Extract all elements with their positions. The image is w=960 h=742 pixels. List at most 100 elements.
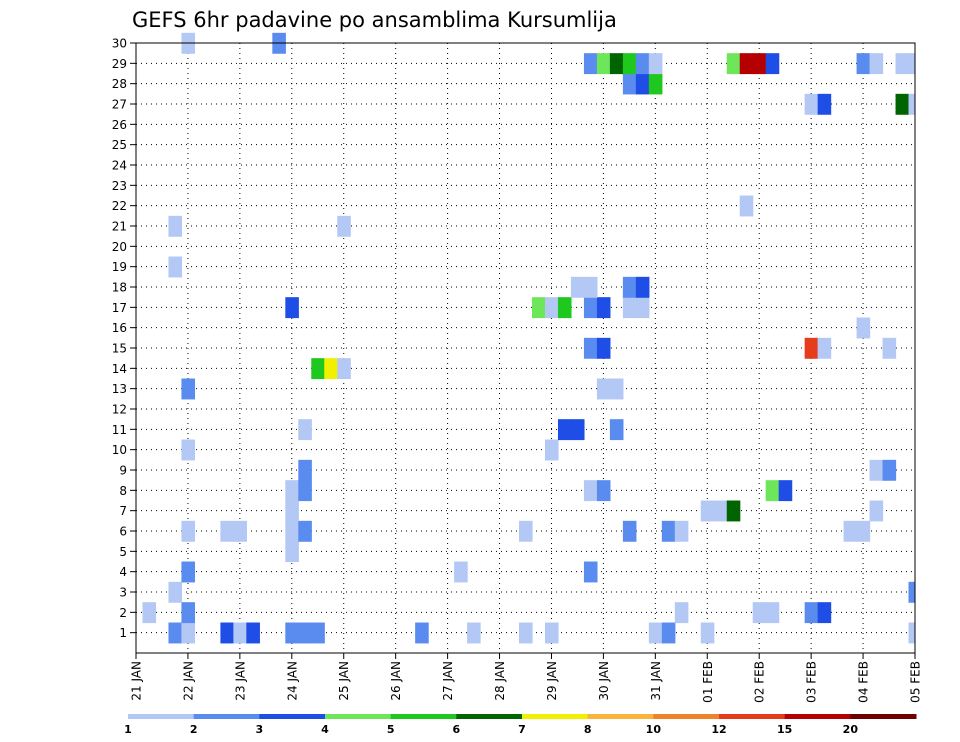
x-tick-label: 28 JAN	[493, 661, 507, 701]
y-tick-label: 6	[119, 525, 127, 539]
heatmap-cell	[415, 622, 429, 644]
heatmap-cell	[570, 419, 585, 441]
y-tick-label: 29	[112, 57, 127, 71]
heatmap-cell	[596, 480, 611, 502]
grid-lines	[136, 42, 916, 653]
heatmap-cell	[285, 541, 299, 563]
heatmap-cell	[596, 337, 611, 359]
heatmap-cell	[817, 337, 832, 359]
heatmap-cell	[583, 561, 598, 583]
heatmap-cell	[168, 215, 183, 237]
heatmap-cell	[220, 622, 234, 644]
heatmap-cell	[622, 297, 637, 319]
y-tick-label: 18	[112, 281, 127, 295]
heatmap-cell	[233, 622, 247, 644]
heatmap-cell	[856, 53, 871, 75]
heatmap-cell	[908, 622, 915, 644]
heatmap-cell	[544, 297, 559, 319]
heatmap-cell	[869, 53, 884, 75]
y-tick-label: 30	[112, 37, 127, 51]
heatmap-cell	[285, 480, 299, 502]
plot-frame	[135, 42, 916, 654]
heatmap-cell	[181, 378, 196, 400]
x-tick-label: 24 JAN	[285, 661, 299, 701]
colorbar-swatch	[128, 714, 195, 719]
heatmap-cell	[661, 520, 676, 542]
heatmap-cell	[181, 520, 196, 542]
colorbar-tick-label: 8	[584, 723, 592, 736]
y-tick-label: 5	[119, 545, 127, 559]
colorbar-tick-label: 4	[321, 723, 329, 736]
colorbar-swatch	[587, 714, 654, 719]
heatmap-cell	[168, 622, 183, 644]
heatmap-cell	[298, 419, 312, 441]
heatmap-cell	[661, 622, 676, 644]
heatmap-cell	[765, 480, 780, 502]
y-tick-label: 8	[119, 484, 127, 498]
heatmap-cell	[544, 439, 559, 461]
y-tick-label: 25	[112, 138, 127, 152]
y-tick-label: 23	[112, 179, 127, 193]
y-axis: 1234567891011121314151617181920212223242…	[112, 37, 136, 640]
y-tick-label: 3	[119, 586, 127, 600]
y-tick-label: 26	[112, 118, 127, 132]
heatmap-cell	[869, 459, 884, 481]
heatmap-cell	[454, 561, 468, 583]
heatmap-cell	[181, 622, 196, 644]
heatmap-cell	[856, 317, 871, 339]
heatmap-cell	[635, 73, 650, 95]
heatmap-cell	[583, 297, 598, 319]
heatmap-cell	[609, 419, 624, 441]
heatmap-cell	[181, 602, 196, 624]
colorbar-swatch	[259, 714, 326, 719]
colorbar-swatch	[719, 714, 786, 719]
colorbar-swatch	[456, 714, 523, 719]
heatmap-cell	[882, 459, 897, 481]
colorbar-swatch	[390, 714, 457, 719]
y-tick-label: 12	[112, 403, 127, 417]
heatmap-cell	[908, 581, 915, 603]
colorbar-swatch	[784, 714, 851, 719]
heatmap-cell	[596, 378, 611, 400]
heatmap-cell	[752, 602, 767, 624]
heatmap-cell	[596, 53, 611, 75]
heatmap-cell	[635, 53, 650, 75]
colorbar-swatch	[522, 714, 589, 719]
heatmap-cell	[648, 622, 663, 644]
heatmap-cell	[817, 602, 832, 624]
heatmap-cell	[557, 297, 572, 319]
heatmap-cell	[726, 500, 741, 522]
y-tick-label: 16	[112, 321, 127, 335]
heatmap-cell	[908, 93, 915, 115]
heatmap-cell	[467, 622, 481, 644]
y-tick-label: 21	[112, 220, 127, 234]
heatmap-cell	[583, 53, 598, 75]
heatmap-cell	[739, 53, 754, 75]
heatmap-cell	[220, 520, 234, 542]
y-tick-label: 14	[112, 362, 127, 376]
heatmap-cell	[609, 378, 624, 400]
heatmap-cell	[674, 520, 689, 542]
heatmap-cell	[337, 215, 351, 237]
colorbar-tick-label: 10	[646, 723, 662, 736]
heatmap-cell	[752, 53, 767, 75]
colorbar-tick-label: 2	[190, 723, 198, 736]
heatmap-cell	[622, 520, 637, 542]
y-tick-label: 27	[112, 98, 127, 112]
heatmap-cell	[700, 622, 715, 644]
chart-title: GEFS 6hr padavine po ansamblima Kursumli…	[132, 8, 617, 32]
heatmap-cell	[778, 480, 793, 502]
colorbar: 1 2 3 4 5 6 7 8 10 12 15 20	[124, 714, 917, 736]
heatmap-cell	[285, 622, 299, 644]
y-tick-label: 20	[112, 240, 127, 254]
heatmap-cell	[311, 358, 325, 380]
heatmap-cell	[181, 561, 196, 583]
heatmap-cell	[856, 520, 871, 542]
heatmap-cell	[895, 93, 910, 115]
heatmap-cell	[285, 520, 299, 542]
x-tick-label: 25 JAN	[337, 661, 351, 701]
heatmap-cell	[843, 520, 858, 542]
heatmap-cell	[882, 337, 897, 359]
heatmap-cell	[298, 622, 312, 644]
heatmap-cell	[622, 53, 637, 75]
